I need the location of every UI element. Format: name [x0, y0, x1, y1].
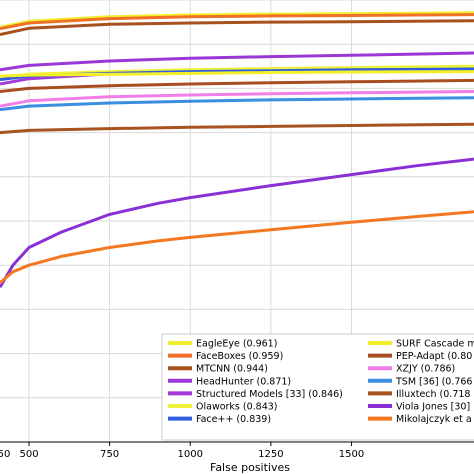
series-line — [0, 157, 474, 289]
legend-entry: MTCNN (0.944) — [196, 364, 268, 375]
legend-entry: TSM [36] (0.766 — [395, 376, 472, 387]
series-line — [0, 13, 474, 31]
legend-entry: Illuxtech (0.718 — [396, 389, 470, 400]
legend-entry: Structured Models [33] (0.846) — [196, 389, 343, 400]
series-line — [0, 122, 474, 135]
legend-entry: Face++ (0.839) — [196, 414, 271, 425]
series-line — [0, 70, 474, 78]
legend: EagleEye (0.961)FaceBoxes (0.959) MTCNN (… — [161, 333, 474, 441]
legend-entry: EagleEye (0.961) — [196, 339, 277, 350]
series-line — [0, 11, 474, 29]
legend-entry: FaceBoxes (0.959) — [196, 351, 283, 362]
legend-entry: SURF Cascade m — [396, 339, 474, 350]
x-tick-label: 750 — [100, 449, 119, 460]
axes: 50 500 750 1000 1250 1500 — [0, 441, 474, 460]
x-axis-label: False positives — [210, 461, 290, 474]
series-line — [0, 78, 474, 93]
legend-entry: XZJY (0.786) — [396, 364, 455, 375]
series-line — [0, 210, 474, 285]
legend-entry: Mikolajczyk et a — [396, 414, 472, 425]
series-line — [0, 51, 474, 72]
legend-entry: Viola Jones [30] — [396, 402, 470, 413]
series-line — [0, 90, 474, 108]
legend-box — [161, 333, 474, 441]
x-tick-label: 50 — [0, 449, 10, 460]
legend-entry: HeadHunter (0.871) — [196, 376, 291, 387]
x-tick-label: 500 — [19, 449, 38, 460]
series-line — [0, 19, 474, 36]
x-tick-label: 1250 — [258, 449, 283, 460]
x-tick-label: 1000 — [178, 449, 203, 460]
series-line — [0, 96, 474, 112]
legend-entry: Olaworks (0.843) — [196, 402, 278, 413]
x-tick-label: 1500 — [339, 449, 364, 460]
legend-entry: PEP-Adapt (0.80 — [396, 351, 472, 362]
series-lines — [0, 11, 474, 289]
